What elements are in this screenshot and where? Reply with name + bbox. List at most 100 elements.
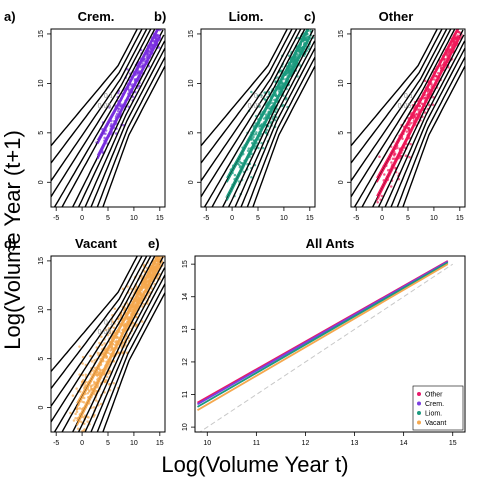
data-point bbox=[72, 419, 76, 422]
density-contour bbox=[203, 29, 315, 207]
data-point bbox=[112, 382, 116, 385]
data-point bbox=[389, 185, 393, 188]
legend-swatch bbox=[417, 411, 421, 415]
y-tick-label: 0 bbox=[188, 180, 195, 184]
data-point bbox=[84, 445, 87, 448]
data-point bbox=[456, 34, 459, 37]
panel-b: b) Liom. 0.05 0.1 -5 0 5 10 15 0 5 10 15 bbox=[154, 9, 316, 222]
data-point bbox=[458, 30, 461, 34]
x-tick-label: 11 bbox=[253, 440, 260, 447]
data-point bbox=[404, 154, 408, 157]
data-point bbox=[89, 354, 92, 358]
data-point bbox=[148, 291, 151, 295]
density-contour bbox=[51, 256, 165, 432]
data-point bbox=[308, 26, 311, 29]
data-point bbox=[393, 152, 397, 156]
data-point bbox=[107, 372, 110, 375]
contour-label: 0.1 bbox=[104, 319, 114, 326]
data-point bbox=[409, 142, 412, 146]
y-tick-label: 15 bbox=[38, 257, 45, 265]
data-point bbox=[120, 344, 124, 347]
density-contour bbox=[51, 29, 165, 207]
data-point bbox=[143, 57, 146, 61]
reference-line bbox=[199, 263, 454, 432]
data-point bbox=[84, 373, 88, 377]
data-point bbox=[109, 349, 112, 352]
panel-label-d: d) bbox=[4, 236, 16, 251]
plot-area-d: 0.05 0.1 bbox=[51, 253, 165, 450]
y-tick-label: 11 bbox=[182, 391, 189, 398]
data-point bbox=[267, 90, 271, 94]
data-point bbox=[89, 386, 93, 389]
data-point bbox=[272, 115, 275, 119]
data-point bbox=[415, 112, 419, 116]
data-point bbox=[157, 46, 161, 49]
data-point bbox=[88, 390, 91, 393]
data-point bbox=[76, 407, 79, 410]
data-point bbox=[155, 276, 159, 280]
data-point bbox=[82, 429, 86, 432]
y-tick-label: 5 bbox=[338, 131, 345, 135]
data-point bbox=[97, 372, 101, 376]
data-point bbox=[71, 436, 74, 439]
data-point bbox=[107, 383, 111, 386]
x-tick-label: 15 bbox=[456, 215, 464, 222]
data-point bbox=[427, 88, 431, 91]
legend-swatch bbox=[417, 392, 421, 396]
data-point bbox=[409, 121, 413, 125]
data-point bbox=[80, 380, 84, 384]
density-contour bbox=[51, 256, 165, 432]
data-point bbox=[378, 155, 381, 158]
data-point bbox=[405, 130, 409, 133]
data-point bbox=[93, 359, 96, 362]
data-point bbox=[111, 320, 115, 323]
data-point bbox=[78, 407, 82, 410]
density-contour bbox=[51, 256, 165, 432]
x-tick-label: 12 bbox=[302, 440, 310, 447]
density-contour bbox=[351, 29, 465, 207]
data-point bbox=[436, 71, 440, 75]
data-point bbox=[116, 91, 120, 95]
legend-swatch bbox=[417, 401, 421, 406]
data-point bbox=[260, 94, 263, 97]
data-point bbox=[86, 420, 89, 423]
data-point bbox=[74, 417, 77, 420]
data-point bbox=[257, 146, 260, 150]
data-point bbox=[75, 387, 78, 390]
density-contour bbox=[51, 29, 165, 207]
inner-contour bbox=[96, 29, 161, 156]
data-point bbox=[426, 90, 430, 94]
data-point bbox=[237, 180, 241, 183]
data-point bbox=[396, 146, 399, 150]
data-point bbox=[133, 303, 136, 307]
density-contour bbox=[61, 29, 164, 207]
data-point bbox=[380, 194, 384, 198]
inner-contour bbox=[376, 29, 461, 201]
data-point bbox=[390, 161, 393, 164]
data-point bbox=[233, 173, 237, 177]
y-tick-label: 15 bbox=[38, 30, 45, 38]
y-tick-label: 0 bbox=[338, 180, 345, 184]
density-contour bbox=[351, 29, 465, 207]
data-point bbox=[90, 360, 94, 363]
x-tick-label: 15 bbox=[156, 440, 164, 447]
x-tick-label: 13 bbox=[351, 440, 359, 447]
panel-title-a: Crem. bbox=[78, 9, 115, 24]
data-point bbox=[93, 392, 96, 396]
data-point bbox=[293, 59, 296, 62]
data-point bbox=[386, 168, 390, 172]
y-tick-label: 14 bbox=[182, 293, 189, 301]
data-point bbox=[67, 447, 70, 450]
data-point bbox=[67, 436, 70, 439]
density-contour bbox=[51, 256, 165, 432]
density-contour bbox=[201, 29, 315, 207]
legend-label: Vacant bbox=[425, 420, 446, 427]
y-tick-label: 5 bbox=[38, 357, 45, 361]
data-point bbox=[275, 108, 279, 111]
contour-label: 0.05 bbox=[398, 103, 412, 110]
y-tick-label: 10 bbox=[188, 79, 195, 87]
contour-label: 0.05 bbox=[98, 103, 112, 110]
data-point bbox=[159, 253, 162, 256]
inner-contour bbox=[76, 256, 161, 422]
